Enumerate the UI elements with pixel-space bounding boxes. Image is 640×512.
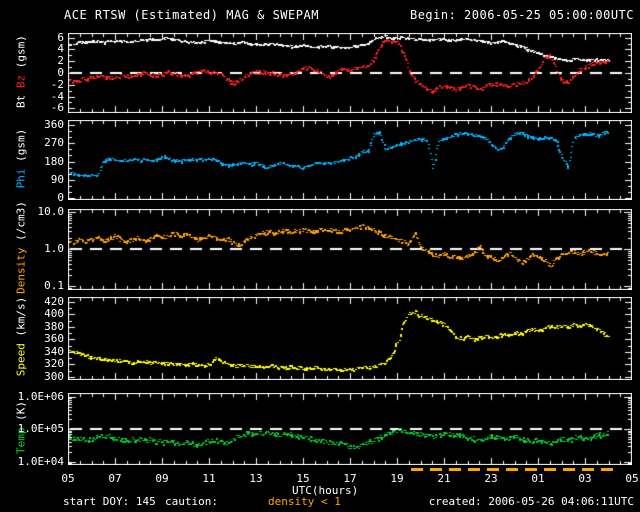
y-tick-label-density: 10.0 bbox=[37, 204, 65, 218]
x-tick-hour-label: 19 bbox=[390, 472, 404, 485]
y-tick-label-speed: 420 bbox=[44, 294, 64, 308]
x-tick-hour-label: 03 bbox=[578, 472, 592, 485]
x-tick-hour-label: 15 bbox=[296, 472, 310, 485]
x-tick-hour-label: 07 bbox=[108, 472, 122, 485]
y-tick-label-density: 0.1 bbox=[44, 279, 64, 293]
plot-title: ACE RTSW (Estimated) MAG & SWEPAM bbox=[64, 8, 319, 22]
y-tick-label-phi: 270 bbox=[44, 136, 64, 150]
phi-unit: (gsm) bbox=[14, 128, 28, 162]
y-tick-label-speed: 300 bbox=[44, 369, 64, 383]
x-tick-hour-label: 05 bbox=[625, 472, 639, 485]
panel-canvas-temp bbox=[68, 393, 632, 465]
y-tick-label-bt-bz: 4 bbox=[57, 42, 64, 56]
caution-label-text: caution: bbox=[165, 495, 218, 508]
x-tick-hour-label: 11 bbox=[202, 472, 216, 485]
panel-canvas-density bbox=[68, 209, 632, 290]
x-tick-hour-label: 21 bbox=[437, 472, 451, 485]
y-tick-label-phi: 180 bbox=[44, 154, 64, 168]
panel-canvas-bt-bz bbox=[68, 33, 632, 113]
y-tick-label-bt-bz: -4 bbox=[50, 89, 64, 103]
density-caution-span-indicator bbox=[411, 468, 614, 471]
y-tick-label-phi: 0 bbox=[57, 190, 64, 204]
y-tick-label-phi: 360 bbox=[44, 118, 64, 132]
density-unit: (/cm3) bbox=[14, 201, 28, 241]
y-tick-label-speed: 320 bbox=[44, 357, 64, 371]
start-doy-text: start DOY: 145 bbox=[63, 495, 156, 508]
panel-canvas-speed bbox=[68, 297, 632, 380]
y-tick-label-bt-bz: 2 bbox=[57, 54, 64, 68]
begin-timestamp: Begin: 2006-05-25 05:00:00UTC bbox=[409, 8, 634, 22]
speed-unit: (km/s) bbox=[14, 296, 28, 337]
y-tick-label-speed: 360 bbox=[44, 332, 64, 346]
y-tick-label-phi: 90 bbox=[50, 172, 64, 186]
panel-canvas-phi bbox=[68, 120, 632, 200]
created-timestamp: created: 2006-05-26 04:06:11UTC bbox=[428, 495, 634, 508]
x-tick-hour-label: 01 bbox=[531, 472, 545, 485]
x-axis-label: UTC(hours) bbox=[292, 484, 359, 497]
y-tick-label-bt-bz: 6 bbox=[57, 30, 64, 44]
y-tick-label-speed: 400 bbox=[44, 307, 64, 321]
y-tick-label-bt-bz: -2 bbox=[50, 77, 64, 91]
y-tick-label-bt-bz: 0 bbox=[57, 66, 64, 79]
y-tick-label-temp: 1.0E+05 bbox=[17, 422, 64, 436]
caution-value-text: density < 1 bbox=[268, 495, 341, 508]
x-tick-hour-label: 09 bbox=[155, 472, 169, 485]
y-tick-label-temp: 1.0E+04 bbox=[17, 454, 64, 468]
x-tick-hour-label: 23 bbox=[484, 472, 498, 485]
y-tick-label-temp: 1.0E+06 bbox=[17, 389, 64, 403]
bt-bz-unit: (gsm) bbox=[14, 35, 28, 69]
y-tick-label-speed: 380 bbox=[44, 319, 64, 333]
x-tick-hour-label: 17 bbox=[343, 472, 357, 485]
y-tick-label-bt-bz: -6 bbox=[50, 101, 64, 115]
temp-unit: (K) bbox=[14, 401, 28, 421]
y-tick-label-density: 1.0 bbox=[44, 242, 64, 256]
y-tick-label-speed: 340 bbox=[44, 344, 64, 358]
x-tick-hour-label: 13 bbox=[249, 472, 263, 485]
x-tick-hour-label: 05 bbox=[61, 472, 75, 485]
